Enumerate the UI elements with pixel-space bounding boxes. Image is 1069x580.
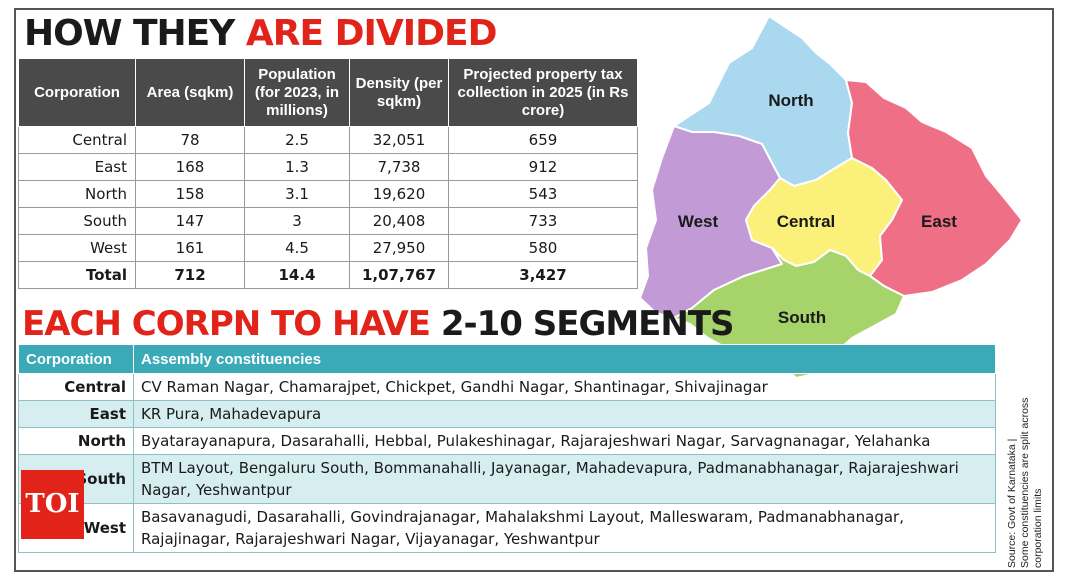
source-note: Source: Govt of Karnataka | Some constit…	[1006, 388, 1045, 568]
constituencies-cell-list: Byatarayanapura, Dasarahalli, Hebbal, Pu…	[133, 427, 996, 455]
constituencies-row: North Byatarayanapura, Dasarahalli, Hebb…	[18, 427, 996, 455]
constituencies-row: South BTM Layout, Bengaluru South, Bomma…	[18, 454, 996, 504]
constituencies-cell-list: Basavanagudi, Dasarahalli, Govindrajanag…	[133, 503, 996, 553]
constituencies-cell-corporation: East	[18, 400, 134, 428]
stats-row: North 158 3.1 19,620 543	[18, 180, 638, 208]
stats-header-row: Corporation Area (sqkm) Population (for …	[18, 58, 638, 127]
corporation-stats-table: Corporation Area (sqkm) Population (for …	[18, 58, 638, 289]
stats-row: West 161 4.5 27,950 580	[18, 234, 638, 262]
constituencies-table: Corporation Assembly constituencies Cent…	[18, 344, 996, 553]
segments-title-part2: 2-10 SEGMENTS	[440, 304, 735, 344]
toi-logo: TOI	[21, 470, 84, 539]
constituencies-cell-corporation: Central	[18, 373, 134, 401]
stats-row: Central 78 2.5 32,051 659	[18, 126, 638, 154]
stats-cell-area: 158	[135, 180, 245, 208]
stats-header-area: Area (sqkm)	[135, 58, 245, 127]
stats-cell-density: 7,738	[349, 153, 449, 181]
stats-header-corporation: Corporation	[18, 58, 136, 127]
segments-title-part1: EACH CORPN TO HAVE	[22, 304, 431, 344]
map-label-east: East	[921, 212, 957, 231]
main-title: HOW THEY ARE DIVIDED	[24, 12, 498, 56]
stats-total-population: 14.4	[244, 261, 350, 289]
stats-cell-density: 20,408	[349, 207, 449, 235]
stats-cell-tax: 543	[448, 180, 638, 208]
map-region-east	[845, 79, 1023, 297]
stats-cell-population: 3	[244, 207, 350, 235]
stats-cell-tax: 580	[448, 234, 638, 262]
stats-total-label: Total	[18, 261, 136, 289]
map-label-central: Central	[777, 212, 836, 231]
main-title-part2: ARE DIVIDED	[245, 13, 498, 54]
stats-cell-corporation: East	[18, 153, 136, 181]
stats-cell-corporation: North	[18, 180, 136, 208]
stats-cell-corporation: West	[18, 234, 136, 262]
stats-row: South 147 3 20,408 733	[18, 207, 638, 235]
stats-header-tax: Projected property tax collection in 202…	[448, 58, 638, 127]
main-title-part1: HOW THEY	[24, 13, 235, 54]
constituencies-row: East KR Pura, Mahadevapura	[18, 400, 996, 428]
stats-cell-area: 161	[135, 234, 245, 262]
stats-total-density: 1,07,767	[349, 261, 449, 289]
stats-header-density: Density (per sqkm)	[349, 58, 449, 127]
constituencies-cell-corporation: North	[18, 427, 134, 455]
stats-cell-area: 78	[135, 126, 245, 154]
stats-cell-density: 27,950	[349, 234, 449, 262]
stats-cell-corporation: South	[18, 207, 136, 235]
source-note-line2: Some constituencies are split across cor…	[1019, 397, 1044, 568]
map-label-south: South	[778, 308, 826, 327]
stats-cell-area: 147	[135, 207, 245, 235]
stats-total-tax: 3,427	[448, 261, 638, 289]
constituencies-cell-list: CV Raman Nagar, Chamarajpet, Chickpet, G…	[133, 373, 996, 401]
infographic-frame	[14, 8, 1054, 572]
stats-cell-tax: 733	[448, 207, 638, 235]
stats-cell-population: 1.3	[244, 153, 350, 181]
constituencies-header-assembly: Assembly constituencies	[133, 344, 996, 374]
constituencies-header-row: Corporation Assembly constituencies	[18, 344, 996, 374]
stats-cell-tax: 659	[448, 126, 638, 154]
stats-header-population: Population (for 2023, in millions)	[244, 58, 350, 127]
constituencies-cell-list: KR Pura, Mahadevapura	[133, 400, 996, 428]
stats-cell-population: 4.5	[244, 234, 350, 262]
stats-cell-density: 19,620	[349, 180, 449, 208]
constituencies-cell-list: BTM Layout, Bengaluru South, Bommanahall…	[133, 454, 996, 504]
stats-total-area: 712	[135, 261, 245, 289]
constituencies-header-corporation: Corporation	[18, 344, 134, 374]
constituencies-row: Central CV Raman Nagar, Chamarajpet, Chi…	[18, 373, 996, 401]
constituencies-row: West Basavanagudi, Dasarahalli, Govindra…	[18, 503, 996, 553]
stats-cell-density: 32,051	[349, 126, 449, 154]
stats-cell-corporation: Central	[18, 126, 136, 154]
stats-cell-population: 2.5	[244, 126, 350, 154]
map-label-north: North	[768, 91, 813, 110]
source-note-line1: Source: Govt of Karnataka |	[1006, 438, 1018, 568]
stats-cell-area: 168	[135, 153, 245, 181]
stats-cell-tax: 912	[448, 153, 638, 181]
stats-row: East 168 1.3 7,738 912	[18, 153, 638, 181]
map-label-west: West	[678, 212, 719, 231]
stats-cell-population: 3.1	[244, 180, 350, 208]
segments-title: EACH CORPN TO HAVE 2-10 SEGMENTS	[22, 303, 735, 345]
stats-total-row: Total 712 14.4 1,07,767 3,427	[18, 261, 638, 289]
